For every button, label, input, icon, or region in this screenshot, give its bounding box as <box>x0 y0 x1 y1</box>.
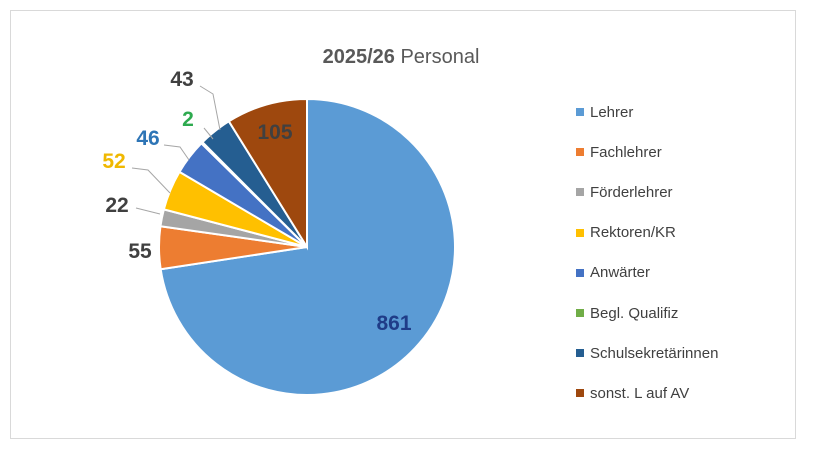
chart-title-rest: Personal <box>400 46 480 68</box>
data-label-3: 52 <box>102 150 125 173</box>
legend-swatch <box>576 148 584 157</box>
legend-item: Fachlehrer <box>576 138 718 178</box>
data-label-7: 105 <box>257 121 292 144</box>
legend-label: Anwärter <box>590 264 651 282</box>
data-label-6: 43 <box>170 68 193 91</box>
legend: Lehrer Fachlehrer Förderlehrer Rektoren/KR A… <box>576 98 718 420</box>
chart-title-year: 2025/26 <box>322 46 395 68</box>
data-label-5: 2 <box>182 108 194 131</box>
legend-label: Schulsekretärinnen <box>590 344 719 362</box>
legend-item: Begl. Qualifiz <box>576 299 718 339</box>
data-label-0: 861 <box>376 312 411 335</box>
legend-label: sonst. L auf AV <box>590 384 690 402</box>
legend-swatch <box>576 389 584 398</box>
legend-label: Förderlehrer <box>590 183 673 201</box>
data-label-2: 22 <box>105 194 128 217</box>
chart-title: 2025/26 Personal <box>0 46 802 69</box>
leader-line-4 <box>163 144 190 161</box>
legend-swatch <box>576 108 584 117</box>
legend-item: Rektoren/KR <box>576 219 718 259</box>
legend-swatch <box>576 349 584 358</box>
legend-item: Lehrer <box>576 98 718 138</box>
legend-swatch <box>576 268 584 277</box>
legend-label: Lehrer <box>590 103 634 121</box>
data-label-4: 46 <box>136 127 159 150</box>
legend-item: Förderlehrer <box>576 178 718 218</box>
pie-slice-7 <box>227 97 308 251</box>
legend-item: sonst. L auf AV <box>576 379 718 419</box>
leader-line-2 <box>135 207 161 215</box>
legend-swatch <box>576 228 584 237</box>
legend-item: Schulsekretärinnen <box>576 339 718 379</box>
leader-line-5 <box>203 127 214 140</box>
legend-label: Begl. Qualifiz <box>590 304 679 322</box>
leader-line-6 <box>199 85 221 131</box>
leader-line-3 <box>131 167 171 194</box>
legend-label: Rektoren/KR <box>590 224 676 242</box>
legend-item: Anwärter <box>576 259 718 299</box>
legend-label: Fachlehrer <box>590 143 662 161</box>
data-label-1: 55 <box>128 240 152 263</box>
legend-swatch <box>576 188 584 197</box>
legend-swatch <box>576 309 584 318</box>
